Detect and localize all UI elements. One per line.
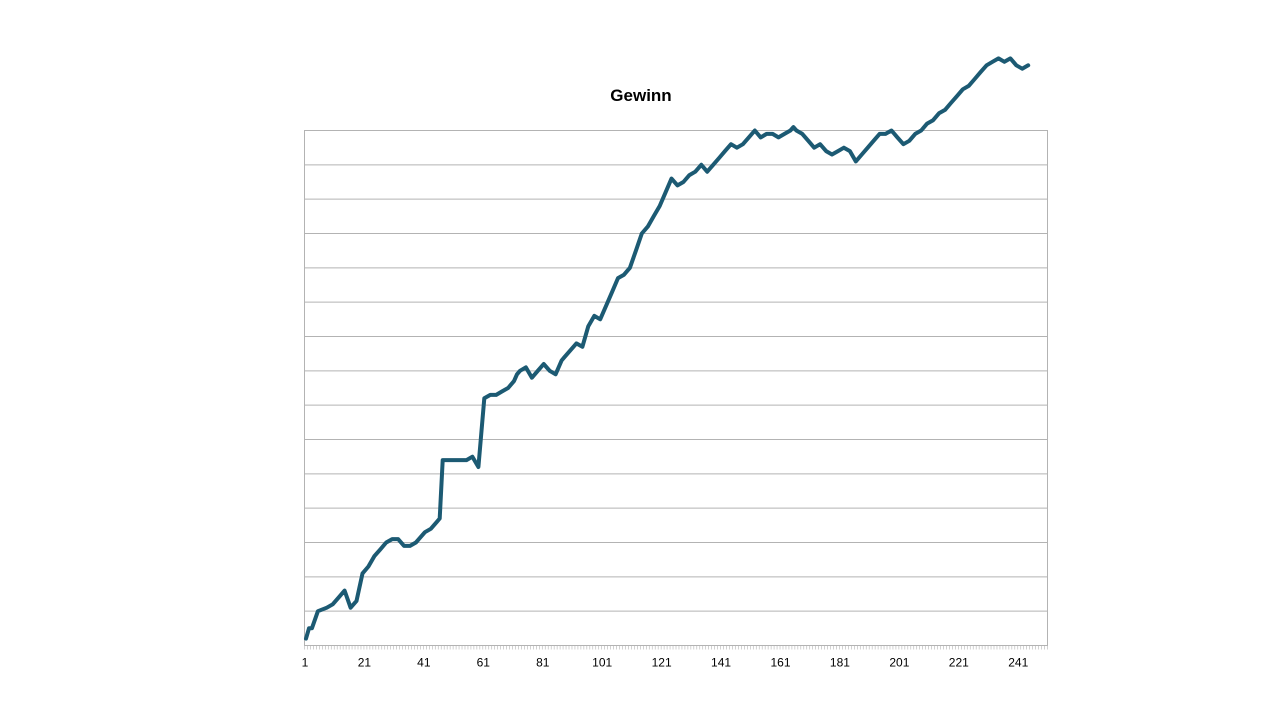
x-tick-label: 161 bbox=[770, 656, 790, 670]
grid-lines bbox=[304, 164, 1048, 612]
chart-title: Gewinn bbox=[610, 86, 672, 105]
x-axis-ticks bbox=[304, 645, 1048, 650]
x-tick-label: 241 bbox=[1008, 656, 1028, 670]
x-tick-label: 181 bbox=[830, 656, 850, 670]
x-tick-label: 201 bbox=[889, 656, 909, 670]
series-line bbox=[304, 56, 1031, 641]
x-tick-label: 121 bbox=[652, 656, 672, 670]
x-tick-label: 41 bbox=[417, 656, 431, 670]
x-tick-label: 81 bbox=[536, 656, 550, 670]
x-axis-tick-labels: 1 21 41 61 81 101 121 141 161 181 201 221 241 bbox=[302, 656, 1029, 670]
x-tick-label: 1 bbox=[302, 656, 309, 670]
plot-frame bbox=[304, 130, 1048, 646]
x-tick-label: 221 bbox=[949, 656, 969, 670]
x-tick-label: 101 bbox=[592, 656, 612, 670]
x-tick-label: 61 bbox=[477, 656, 491, 670]
x-tick-label: 21 bbox=[358, 656, 372, 670]
x-tick-label: 141 bbox=[711, 656, 731, 670]
